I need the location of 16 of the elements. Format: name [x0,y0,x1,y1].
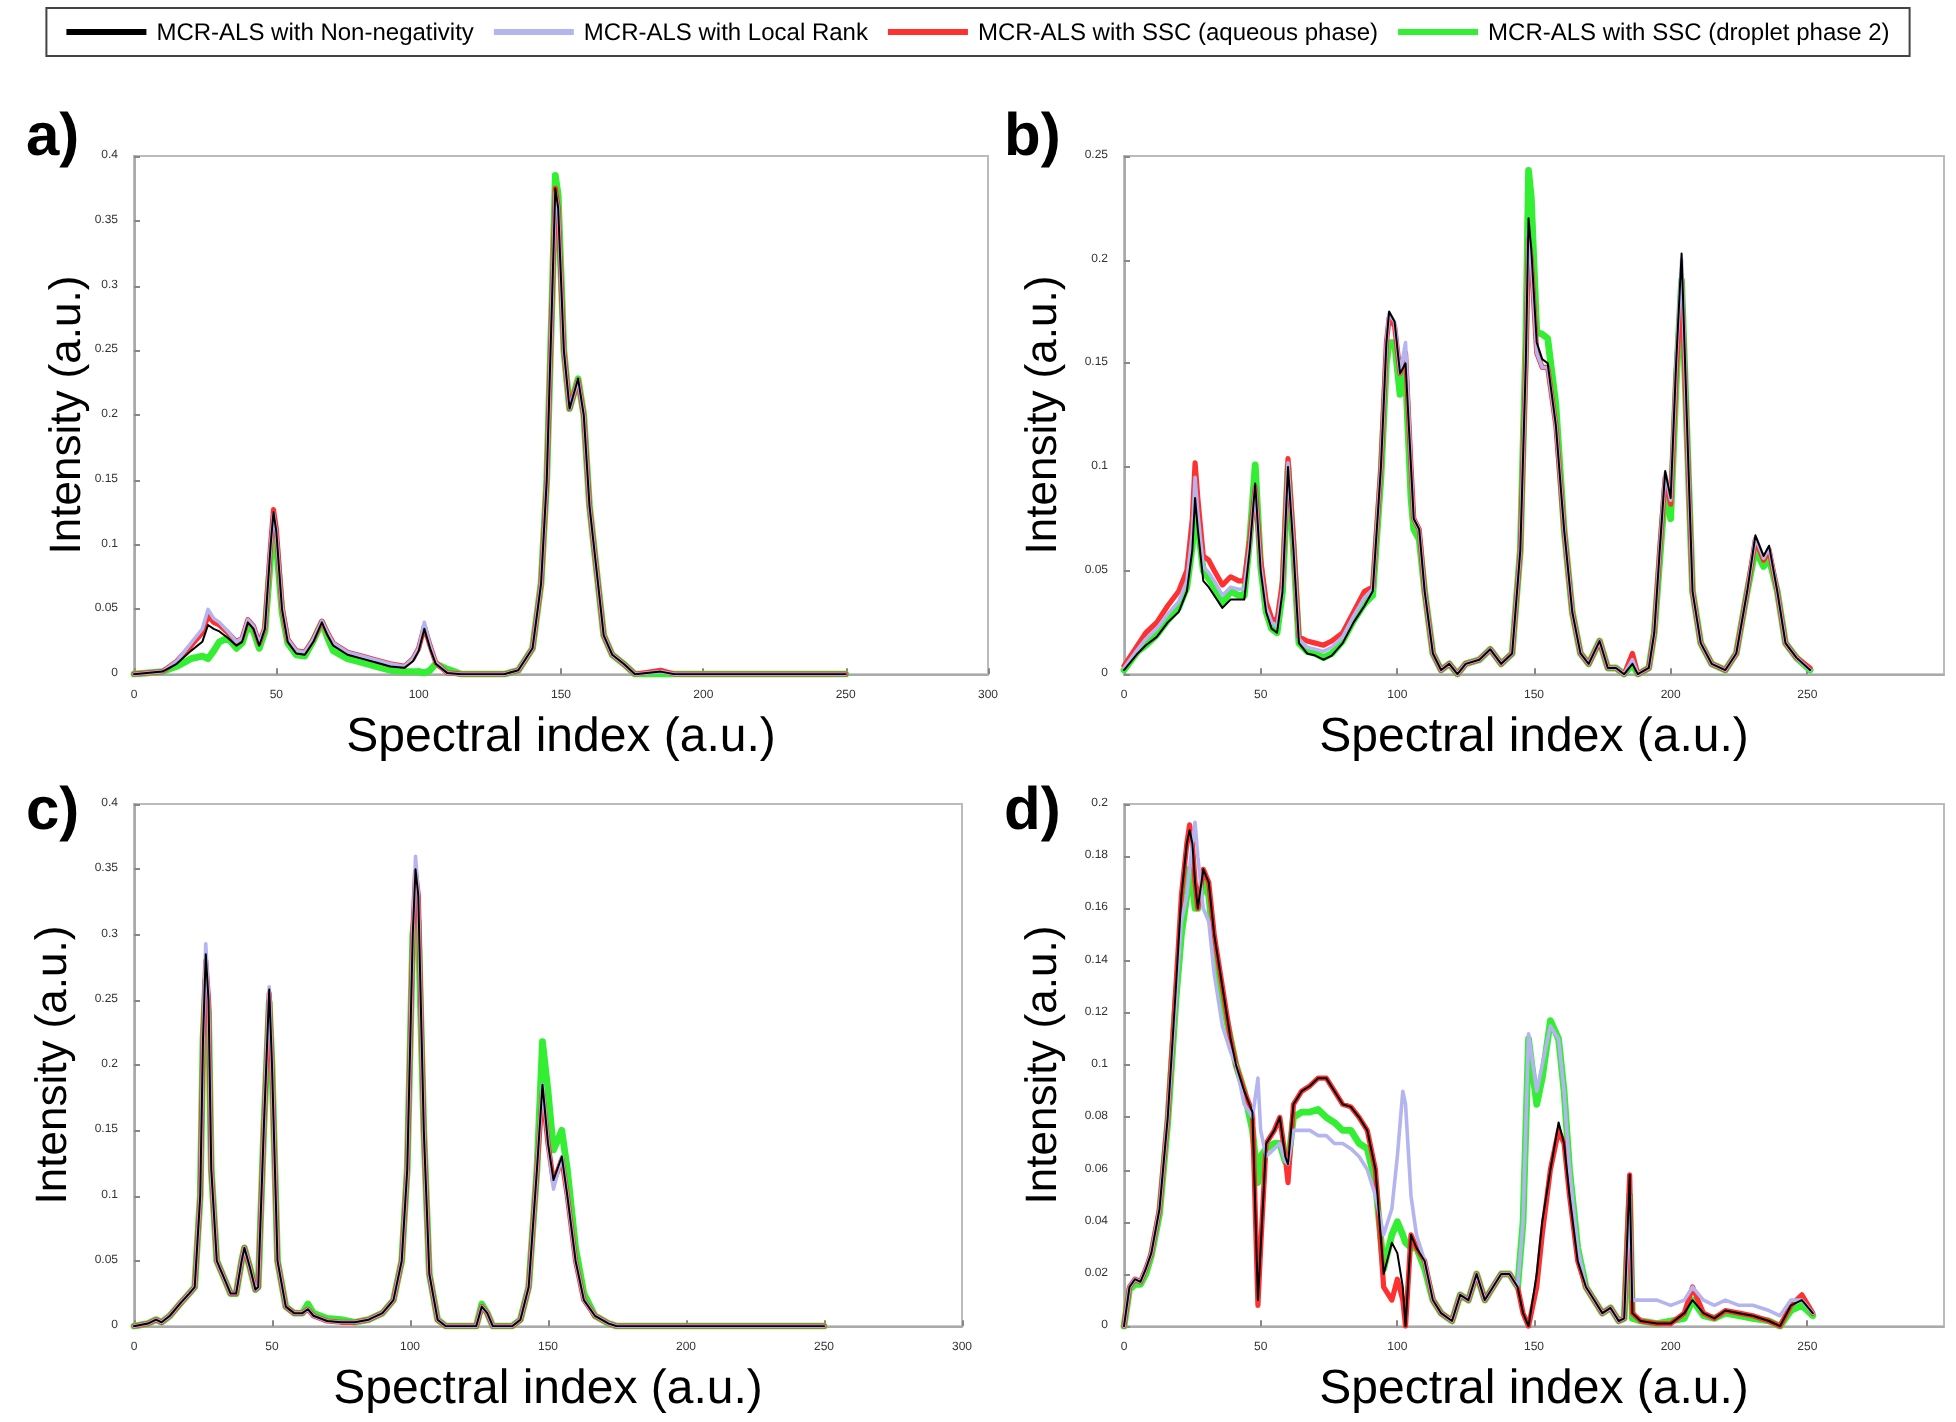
legend-label: MCR-ALS with Local Rank [583,18,870,46]
x-axis-title: Spectral index (a.u.) [1319,709,1749,763]
x-axis-title: Spectral index (a.u.) [1319,1361,1749,1415]
y-axis-title: Intensity (a.u.) [25,925,76,1205]
chart-title: a) [26,103,80,169]
legend-label: MCR-ALS with Non-negativity [156,18,474,46]
x-axis-title: Spectral index (a.u.) [333,1361,763,1415]
legend-label: MCR-ALS with SSC (aqueous phase) [977,18,1379,46]
legend-label: MCR-ALS with SSC (droplet phase 2) [1488,18,1890,46]
x-axis-title: Spectral index (a.u.) [346,709,776,763]
y-axis-title: Intensity (a.u.) [39,275,90,555]
chart-title: c) [26,777,80,843]
chart-title: d) [1004,777,1061,843]
y-axis-title: Intensity (a.u.) [1015,275,1066,555]
y-axis-title: Intensity (a.u.) [1015,925,1066,1205]
chart-title: b) [1004,103,1061,169]
